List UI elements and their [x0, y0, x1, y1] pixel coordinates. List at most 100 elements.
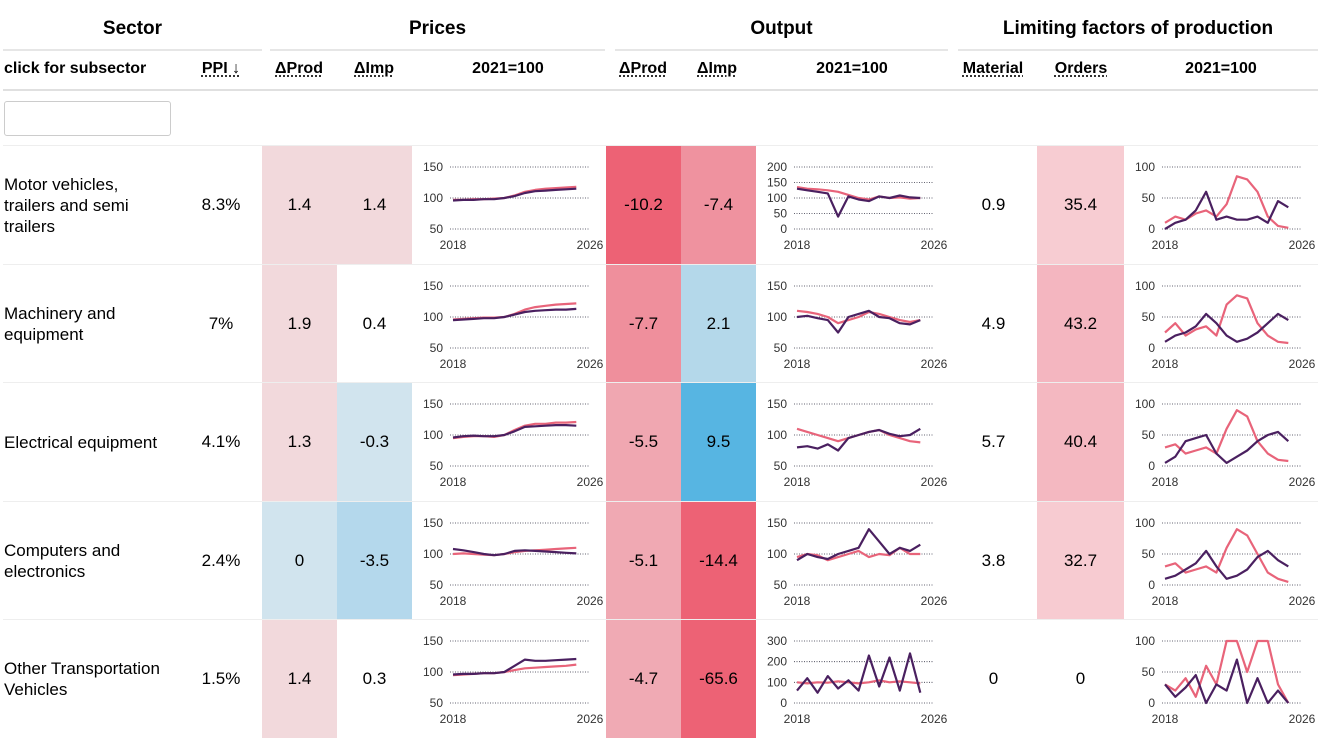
series-line: [1164, 409, 1289, 463]
sparkline: 150 100 50 2018 2026: [767, 279, 948, 371]
y-tick-label: 100: [1135, 279, 1155, 293]
sector-name[interactable]: Electrical equipment: [4, 432, 158, 452]
group-title: Sector: [102, 18, 163, 39]
sector-name[interactable]: Motor vehicles, trailers and semi traile…: [4, 174, 129, 236]
value-cell: -5.1: [606, 501, 681, 620]
y-tick-label: 150: [423, 634, 443, 648]
value-cell: 43.2: [1037, 264, 1124, 383]
y-tick-label: 150: [767, 279, 787, 293]
sector-name[interactable]: Computers and electronics: [4, 540, 121, 581]
y-tick-label: 100: [423, 310, 443, 324]
value-cell: -65.6: [681, 620, 756, 738]
group-rule: [958, 49, 1318, 51]
column-header[interactable]: PPI ↓: [201, 60, 241, 77]
x-tick-label: 2018: [1152, 475, 1179, 489]
y-tick-label: 100: [1135, 397, 1155, 411]
x-tick-label: 2018: [440, 475, 467, 489]
column-header[interactable]: ΔImp: [354, 60, 394, 77]
value-cell: 1.3: [262, 383, 337, 501]
x-tick-label: 2026: [577, 712, 604, 726]
x-tick-label: 2026: [577, 238, 604, 252]
y-tick-label: 150: [767, 516, 787, 530]
column-header[interactable]: ΔProd: [275, 60, 323, 77]
x-tick-label: 2018: [784, 594, 811, 608]
x-tick-label: 2026: [921, 357, 948, 371]
ppi-value: 4.1%: [201, 432, 241, 451]
y-tick-label: 100: [1135, 634, 1155, 648]
group-rule: [3, 49, 262, 51]
ppi-value: 1.5%: [201, 669, 241, 688]
value-cell: 0: [1037, 620, 1124, 738]
x-tick-label: 2026: [1289, 238, 1316, 252]
y-tick-label: 50: [430, 341, 444, 355]
x-tick-label: 2018: [784, 238, 811, 252]
column-header[interactable]: Orders: [1054, 60, 1108, 77]
x-tick-label: 2026: [1289, 357, 1316, 371]
y-tick-label: 0: [1148, 459, 1155, 473]
value-cell: -10.2: [606, 146, 681, 264]
value-cell: 9.5: [681, 383, 756, 501]
sparkline: 100 50 0 2018 2026: [1135, 516, 1316, 608]
sparkline: 150 100 50 2018 2026: [423, 516, 604, 608]
column-header[interactable]: ΔProd: [619, 60, 667, 77]
sparkline: 100 50 0 2018 2026: [1135, 279, 1316, 371]
group-title: Limiting factors of production: [1002, 18, 1274, 39]
search-box[interactable]: [4, 101, 171, 136]
value-cell: 0: [950, 620, 1037, 738]
y-tick-label: 100: [767, 191, 787, 205]
x-tick-label: 2026: [577, 594, 604, 608]
value-cell: 35.4: [1037, 146, 1124, 264]
series-line: [796, 679, 921, 685]
y-tick-label: 100: [767, 547, 787, 561]
sparkline: 150 100 50 2018 2026: [423, 279, 604, 371]
x-tick-label: 2026: [577, 357, 604, 371]
value-cell: 1.4: [337, 146, 412, 264]
value-cell: 32.7: [1037, 501, 1124, 620]
y-tick-label: 150: [423, 279, 443, 293]
series-line: [452, 547, 577, 556]
group-title: Output: [750, 18, 813, 39]
y-tick-label: 100: [1135, 160, 1155, 174]
x-tick-label: 2018: [1152, 594, 1179, 608]
column-header[interactable]: Material: [962, 60, 1024, 77]
x-tick-label: 2026: [577, 475, 604, 489]
y-tick-label: 50: [1142, 547, 1156, 561]
ppi-value: 2.4%: [201, 550, 241, 570]
series-line: [452, 187, 577, 202]
y-tick-label: 0: [780, 696, 787, 710]
y-tick-label: 100: [767, 675, 787, 689]
x-tick-label: 2026: [1289, 594, 1316, 608]
y-tick-label: 100: [1135, 516, 1155, 530]
x-tick-label: 2026: [921, 594, 948, 608]
value-cell: 0: [262, 501, 337, 620]
series-line: [796, 652, 922, 694]
value-cell: 2.1: [681, 264, 756, 383]
y-tick-label: 50: [1142, 665, 1156, 679]
series-line: [452, 657, 577, 676]
row-rule: [3, 145, 1318, 146]
value-cell: 40.4: [1037, 383, 1124, 501]
sector-name[interactable]: Other Transportation Vehicles: [4, 659, 160, 699]
x-tick-label: 2026: [1289, 475, 1316, 489]
sparkline: 100 50 0 2018 2026: [1135, 397, 1316, 489]
series-line: [796, 427, 921, 452]
ppi-value: 7%: [208, 313, 234, 333]
value-cell: -7.7: [606, 264, 681, 383]
y-tick-label: 100: [423, 547, 443, 561]
value-cell: -14.4: [681, 501, 756, 620]
x-tick-label: 2018: [1152, 357, 1179, 371]
column-header[interactable]: ΔImp: [697, 60, 737, 77]
x-tick-label: 2018: [440, 238, 467, 252]
sparkline: 150 100 50 2018 2026: [767, 397, 948, 489]
value-cell: -4.7: [606, 620, 681, 738]
column-header: 2021=100: [472, 60, 544, 77]
y-tick-label: 0: [1148, 341, 1155, 355]
y-tick-label: 150: [423, 516, 443, 530]
sector-name[interactable]: Machinery and equipment: [4, 303, 116, 344]
x-tick-label: 2026: [921, 712, 948, 726]
y-tick-label: 150: [423, 160, 443, 174]
series-line: [796, 187, 921, 218]
x-tick-label: 2018: [1152, 712, 1179, 726]
group-rule: [270, 49, 605, 51]
